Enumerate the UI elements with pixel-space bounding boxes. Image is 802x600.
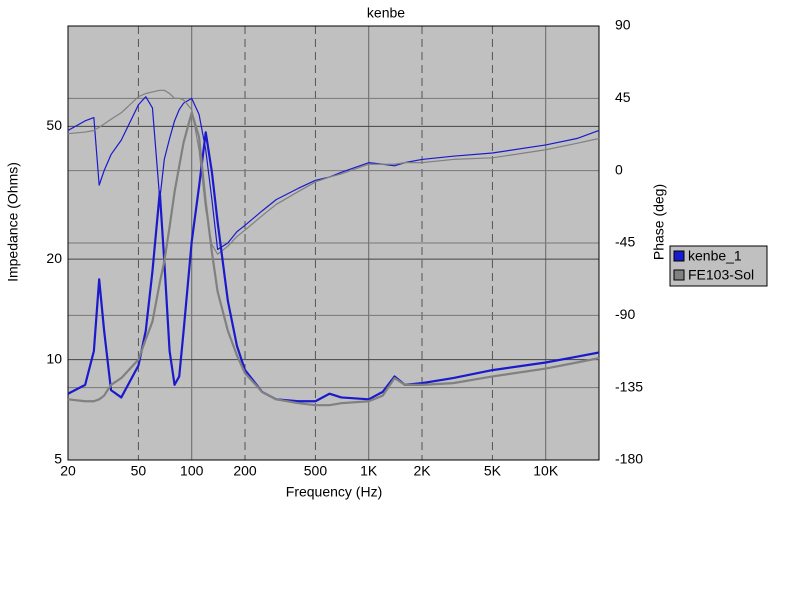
y2-tick-label: -180 [615, 451, 643, 467]
y2-tick-label: 90 [615, 17, 631, 33]
series-line [67, 96, 600, 251]
plot-border [67, 25, 600, 461]
y2-tick-label: 45 [615, 89, 631, 105]
x-axis-label: Frequency (Hz) [286, 484, 382, 500]
x-tick-label: 500 [304, 463, 328, 479]
x-tick-label: 5K [484, 463, 502, 479]
legend-swatch [673, 269, 685, 281]
x-tick-label: 100 [180, 463, 204, 479]
x-tick-label: 10K [533, 463, 559, 479]
y2-tick-label: 0 [615, 161, 623, 177]
x-tick-label: 1K [360, 463, 378, 479]
series-line [67, 89, 600, 255]
y2-tick-label: -45 [615, 234, 635, 250]
y-tick-label: 5 [54, 451, 62, 467]
x-tick-label: 20 [60, 463, 76, 479]
x-tick-label: 50 [131, 463, 147, 479]
legend-label: FE103-Sol [688, 267, 754, 283]
legend-swatch [673, 250, 685, 262]
legend-box [669, 245, 768, 287]
x-tick-label: 200 [233, 463, 257, 479]
y-tick-label: 50 [46, 117, 62, 133]
y-tick-label: 20 [46, 250, 62, 266]
x-tick-label: 2K [413, 463, 431, 479]
legend-label: kenbe_1 [688, 248, 742, 264]
y-tick-label: 10 [46, 350, 62, 366]
y2-tick-label: -135 [615, 378, 643, 394]
series-line [67, 111, 600, 407]
y2-axis-label: Phase (deg) [651, 184, 667, 260]
y2-tick-label: -90 [615, 306, 635, 322]
y-axis-label: Impedance (Ohms) [5, 162, 21, 282]
chart-title: kenbe [367, 5, 405, 21]
